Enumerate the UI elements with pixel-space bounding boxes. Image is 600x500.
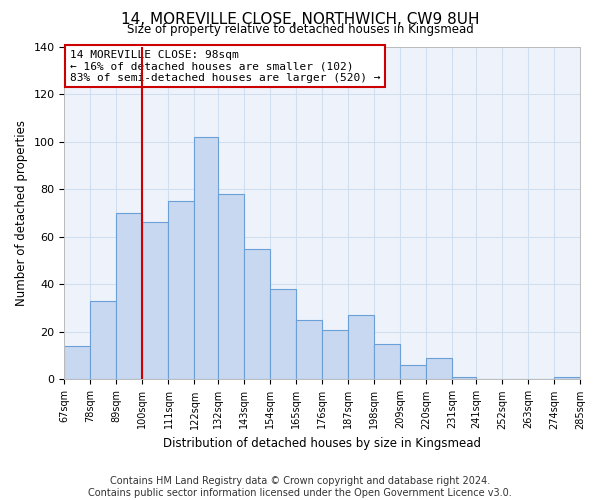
Bar xyxy=(426,358,452,380)
Text: 14, MOREVILLE CLOSE, NORTHWICH, CW9 8UH: 14, MOREVILLE CLOSE, NORTHWICH, CW9 8UH xyxy=(121,12,479,28)
Text: 14 MOREVILLE CLOSE: 98sqm
← 16% of detached houses are smaller (102)
83% of semi: 14 MOREVILLE CLOSE: 98sqm ← 16% of detac… xyxy=(70,50,380,83)
Bar xyxy=(218,194,244,380)
Bar xyxy=(296,320,322,380)
Bar xyxy=(452,377,476,380)
Bar xyxy=(270,289,296,380)
Bar xyxy=(194,137,218,380)
Bar xyxy=(348,315,374,380)
Y-axis label: Number of detached properties: Number of detached properties xyxy=(15,120,28,306)
Text: Contains HM Land Registry data © Crown copyright and database right 2024.
Contai: Contains HM Land Registry data © Crown c… xyxy=(88,476,512,498)
Bar xyxy=(169,201,194,380)
Bar xyxy=(91,301,116,380)
Bar xyxy=(322,330,348,380)
Bar xyxy=(244,248,270,380)
X-axis label: Distribution of detached houses by size in Kingsmead: Distribution of detached houses by size … xyxy=(163,437,481,450)
Bar xyxy=(400,365,426,380)
Text: Size of property relative to detached houses in Kingsmead: Size of property relative to detached ho… xyxy=(127,22,473,36)
Bar xyxy=(374,344,400,380)
Bar xyxy=(142,222,169,380)
Bar xyxy=(64,346,91,380)
Bar xyxy=(116,213,142,380)
Bar xyxy=(554,377,580,380)
